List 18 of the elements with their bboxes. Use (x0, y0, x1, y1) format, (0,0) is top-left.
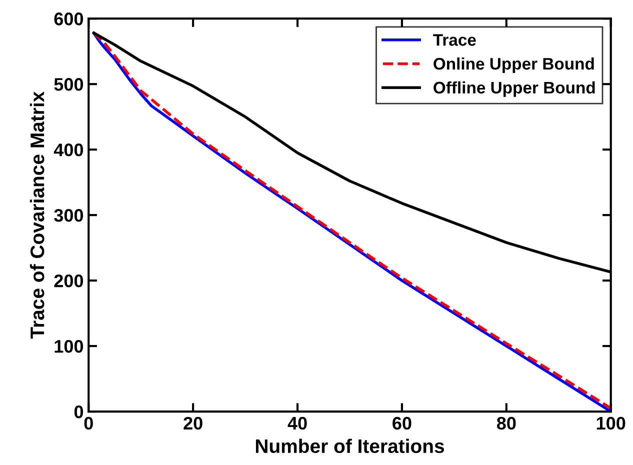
y-tick-label: 500 (54, 78, 84, 91)
legend-label: Offline Upper Bound (434, 81, 595, 97)
y-tick-label: 200 (54, 274, 84, 288)
y-tick-label: 300 (54, 208, 84, 222)
legend-label: Trace (433, 34, 476, 46)
y-tick-label: 0 (74, 405, 84, 418)
y-axis-title: Trace of Covariance Matrix (30, 91, 44, 339)
y-tick-label: 600 (54, 12, 84, 26)
x-tick-label: 80 (496, 416, 516, 430)
y-tick-label: 100 (54, 340, 84, 353)
y-tick-label: 400 (54, 144, 84, 156)
x-tick-label: 60 (392, 416, 412, 430)
x-tick-label: 20 (184, 416, 202, 430)
x-axis-title: Number of Iterations (256, 438, 444, 454)
x-tick-label: 0 (84, 416, 93, 430)
x-tick-label: 100 (596, 416, 626, 430)
legend-label: Online Upper Bound (434, 57, 594, 74)
x-tick-label: 40 (288, 416, 307, 430)
